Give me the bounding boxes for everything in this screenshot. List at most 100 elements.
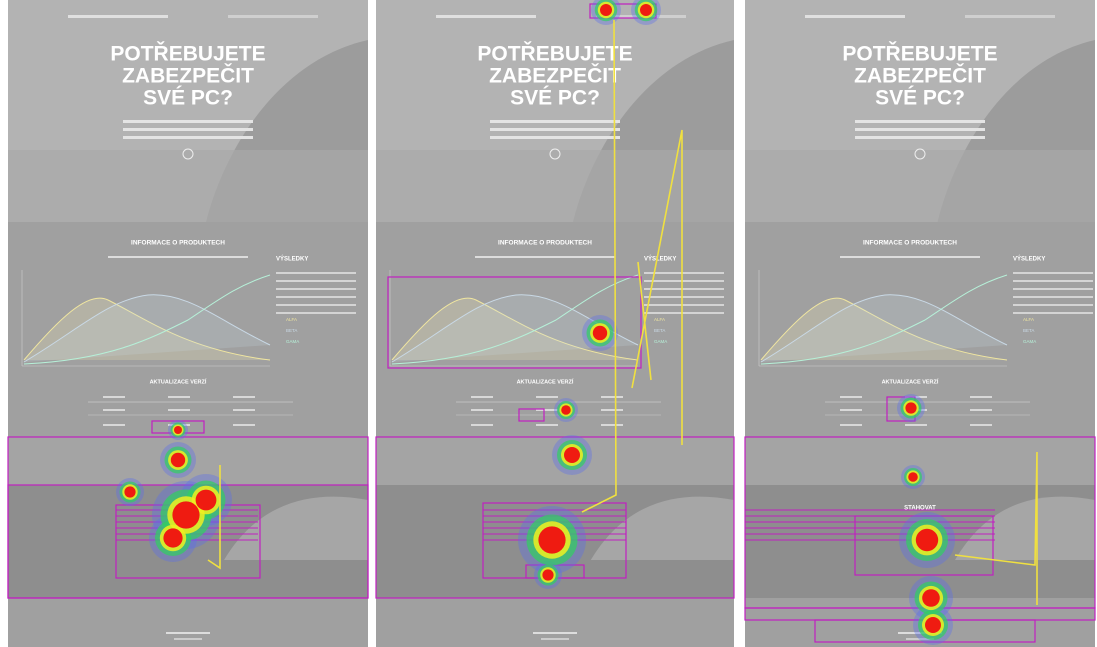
results-text (644, 288, 724, 290)
aoi-box (387, 276, 642, 369)
results-text (644, 272, 724, 274)
section-heading: INFORMACE O PRODUKTECH (498, 240, 592, 247)
results-text (1013, 304, 1093, 306)
table-cell (905, 396, 927, 398)
results-text (1013, 272, 1093, 274)
results-text (1013, 312, 1093, 314)
table-cell (233, 396, 255, 398)
table-cell (536, 409, 558, 411)
hero-text (490, 120, 620, 123)
hero-text (855, 128, 985, 131)
heat-spot (905, 402, 917, 414)
table-cell (471, 396, 493, 398)
hero-text (855, 136, 985, 139)
heat-spot (124, 486, 136, 498)
heat-spot (174, 426, 182, 434)
results-text (276, 304, 356, 306)
aoi-box (375, 436, 735, 599)
hero-title: POTŘEBUJETE (110, 42, 265, 66)
chart-curve (391, 274, 639, 365)
results-text (1013, 280, 1093, 282)
table-cell (970, 396, 992, 398)
gaze-path (637, 261, 652, 381)
legend-entry: GAMA (654, 339, 667, 344)
footer-text (541, 638, 569, 640)
table-cell (601, 424, 623, 426)
footer-text (533, 632, 577, 634)
results-text (276, 296, 356, 298)
chart-curve (760, 274, 1008, 365)
table-cell (103, 409, 125, 411)
nav-links (228, 15, 318, 18)
chart-curve (23, 294, 271, 363)
table-cell (905, 424, 927, 426)
heat-spot (163, 528, 183, 548)
hero-title: ZABEZPEČIT (489, 64, 621, 88)
aoi-box (7, 484, 369, 599)
scroll-icon (182, 148, 194, 160)
aoi-box (854, 515, 994, 576)
table-cell (601, 409, 623, 411)
hero-text (855, 120, 985, 123)
chart-curve (23, 297, 271, 361)
section-subtext (840, 256, 980, 258)
heat-spot (542, 569, 554, 581)
section-heading: INFORMACE O PRODUKTECH (131, 240, 225, 247)
nav-links (965, 15, 1055, 18)
heat-spot (922, 589, 940, 607)
results-heading: VÝSLEDKY (1013, 256, 1045, 263)
table-cell (536, 396, 558, 398)
results-heading: VÝSLEDKY (644, 256, 676, 263)
chart-curve (391, 297, 639, 361)
table-cell (840, 424, 862, 426)
hero-title: ZABEZPEČIT (122, 64, 254, 88)
table-cell (103, 424, 125, 426)
section-heading: AKTUALIZACE VERZÍ (882, 377, 939, 385)
hero-text (123, 128, 253, 131)
hero-text (123, 136, 253, 139)
table-cell (840, 409, 862, 411)
legend-entry: ALFA (1023, 317, 1034, 322)
legend-entry: BETA (1023, 328, 1034, 333)
hero-text (490, 136, 620, 139)
hero-title: SVÉ PC? (510, 87, 600, 110)
results-text (1013, 296, 1093, 298)
section-subtext (108, 256, 248, 258)
table-cell (168, 409, 190, 411)
heat-spot (908, 472, 918, 482)
gaze-path (954, 451, 1038, 605)
table-cell (601, 396, 623, 398)
nav-brand (805, 15, 905, 18)
hero-title: SVÉ PC? (143, 87, 233, 110)
results-text (276, 312, 356, 314)
heat-spot (172, 501, 200, 529)
section-heading: AKTUALIZACE VERZÍ (517, 377, 574, 385)
chart-curve (760, 294, 1008, 363)
chart-curve (760, 297, 1008, 361)
nav-brand (68, 15, 168, 18)
heat-spot (564, 447, 580, 463)
hero-text (123, 120, 253, 123)
gaze-path (631, 129, 683, 445)
results-text (276, 280, 356, 282)
aoi-box (518, 408, 545, 422)
hero-sea (745, 150, 1095, 222)
heat-spot (925, 617, 941, 633)
footer-text (898, 632, 942, 634)
hero-title: ZABEZPEČIT (854, 64, 986, 88)
nav-brand (436, 15, 536, 18)
legend-entry: BETA (654, 328, 665, 333)
hero-title: SVÉ PC? (875, 87, 965, 110)
section-heading: AKTUALIZACE VERZÍ (150, 377, 207, 385)
heat-spot (561, 405, 571, 415)
table-cell (970, 424, 992, 426)
scroll-icon (914, 148, 926, 160)
section-heading: STAHOVAT (904, 506, 936, 512)
heat-spot (600, 4, 612, 16)
heat-spot (915, 528, 939, 552)
hero-text (490, 128, 620, 131)
